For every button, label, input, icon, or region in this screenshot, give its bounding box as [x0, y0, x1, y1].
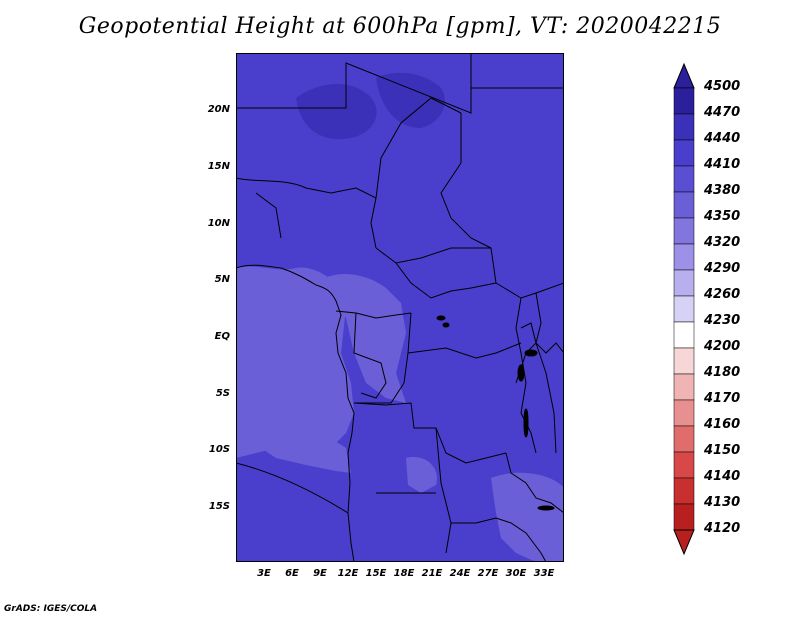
colorbar-level-label: 4180	[704, 365, 741, 380]
colorbar-segment	[673, 503, 695, 531]
colorbar-bottom-arrow	[673, 529, 695, 556]
colorbar-segment	[673, 347, 695, 375]
colorbar-level-label: 4200	[704, 339, 741, 354]
low-height-region-angola	[406, 457, 437, 493]
y-tick-label: 15N	[207, 161, 230, 172]
colorbar-level-label: 4140	[704, 469, 741, 484]
low-height-region-west	[236, 266, 354, 458]
map-panel	[236, 53, 564, 562]
colorbar-segment	[673, 243, 695, 271]
colorbar-segment	[673, 321, 695, 349]
colorbar-level-label: 4470	[704, 105, 741, 120]
x-tick-label: 3E	[257, 568, 271, 579]
x-tick-label: 24E	[449, 568, 471, 579]
colorbar-level-label: 4290	[704, 261, 741, 276]
footer-credit: GrADS: IGES/COLA	[4, 604, 98, 614]
colorbar-segment	[673, 399, 695, 427]
x-tick-label: 15E	[365, 568, 387, 579]
low-height-region-congo	[316, 273, 406, 403]
y-tick-label: 15S	[208, 501, 230, 512]
x-tick-label: 9E	[313, 568, 327, 579]
x-tick-label: 18E	[393, 568, 415, 579]
colorbar-level-label: 4350	[704, 209, 741, 224]
colorbar-level-label: 4150	[704, 443, 741, 458]
colorbar-segment	[673, 87, 695, 115]
y-tick-label: EQ	[214, 331, 230, 342]
colorbar-segment	[673, 477, 695, 505]
x-tick-label: 27E	[477, 568, 499, 579]
x-tick-label: 30E	[505, 568, 527, 579]
country-borders	[236, 53, 564, 562]
colorbar-segment	[673, 165, 695, 193]
colorbar-level-label: 4410	[704, 157, 741, 172]
x-tick-label: 6E	[285, 568, 299, 579]
colorbar-segment	[673, 113, 695, 141]
colorbar-segment	[673, 139, 695, 167]
high-height-region-north-2	[376, 72, 445, 128]
y-tick-label: 5S	[215, 388, 230, 399]
x-tick-label: 33E	[533, 568, 555, 579]
y-tick-label: 10N	[207, 218, 230, 229]
y-tick-label: 10S	[208, 444, 230, 455]
high-height-region-north	[296, 83, 377, 140]
colorbar-top-arrow	[673, 62, 695, 89]
colorbar-level-label: 4160	[704, 417, 741, 432]
lakes	[436, 315, 555, 511]
colorbar-segment	[673, 451, 695, 479]
map-title: Geopotential Height at 600hPa [gpm], VT:…	[78, 14, 722, 39]
colorbar-level-label: 4320	[704, 235, 741, 250]
x-tick-label: 12E	[337, 568, 359, 579]
colorbar-level-label: 4500	[704, 79, 741, 94]
y-tick-label: 5N	[214, 274, 230, 285]
x-tick-label: 21E	[421, 568, 443, 579]
colorbar-segment	[673, 425, 695, 453]
low-height-region-southeast	[491, 472, 564, 562]
colorbar-segment	[673, 191, 695, 219]
colorbar-level-label: 4380	[704, 183, 741, 198]
low-height-region-southwest	[256, 426, 351, 473]
map-frame	[236, 53, 564, 562]
colorbar-segment	[673, 295, 695, 323]
colorbar-segment	[673, 373, 695, 401]
colorbar-level-label: 4170	[704, 391, 741, 406]
colorbar-level-label: 4260	[704, 287, 741, 302]
colorbar-level-label: 4120	[704, 521, 741, 536]
y-tick-label: 20N	[207, 104, 230, 115]
colorbar	[673, 62, 695, 556]
colorbar-level-label: 4230	[704, 313, 741, 328]
colorbar-level-label: 4440	[704, 131, 741, 146]
colorbar-level-label: 4130	[704, 495, 741, 510]
colorbar-segment	[673, 269, 695, 297]
colorbar-segment	[673, 217, 695, 245]
